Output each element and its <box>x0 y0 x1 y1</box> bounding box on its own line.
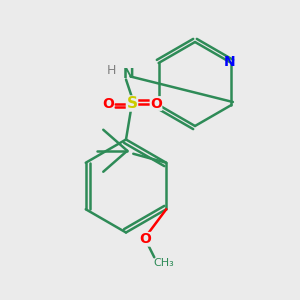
Text: O: O <box>102 97 114 110</box>
Text: CH₃: CH₃ <box>153 258 174 268</box>
Text: N: N <box>224 55 236 68</box>
Text: S: S <box>127 96 137 111</box>
Text: N: N <box>123 67 135 80</box>
Text: O: O <box>139 232 151 246</box>
Text: O: O <box>150 97 162 110</box>
Text: H: H <box>106 64 116 77</box>
